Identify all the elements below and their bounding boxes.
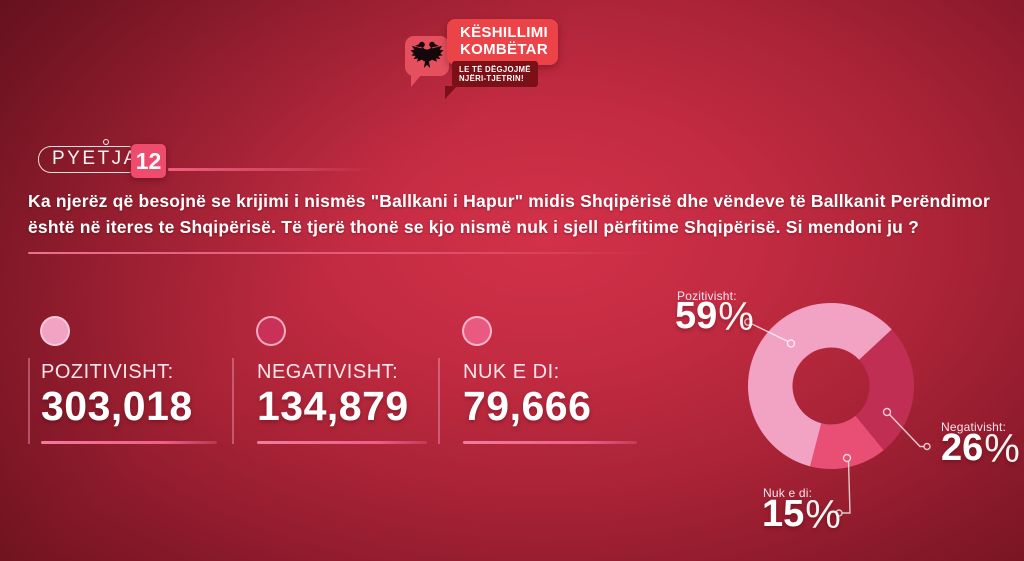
callout-dot-negativisht-slice [882, 407, 892, 417]
stat-block-pozitivisht: POZITIVISHT: 303,018 [28, 316, 217, 444]
eagle-bubble-tail [411, 74, 422, 87]
subtitle-badge-tail [445, 86, 457, 99]
stat-label: POZITIVISHT: [41, 361, 174, 383]
question-header-rule [168, 168, 374, 171]
percent-sign: % [718, 295, 754, 339]
stat-underline [463, 441, 637, 444]
donut-slices [748, 303, 914, 469]
legend-swatch-nuk-e-di [462, 316, 492, 346]
question-text: Ka njerëz që besojnë se krijimi i nismës… [28, 188, 1008, 240]
logo-subtitle-line1: LE TË DËGJOJMË [459, 65, 531, 74]
logo-subtitle-badge: LE TË DËGJOJMË NJËRI-TJETRIN! [452, 61, 538, 87]
chart-label-nuk-e-di: Nuk e di: [763, 486, 813, 500]
chart-value-negativisht: 26% [941, 427, 1020, 471]
logo-title-line1: KËSHILLIMI [460, 24, 548, 41]
question-number-badge: 12 [131, 144, 166, 178]
keshillimi-kombetar-logo: KËSHILLIMI KOMBËTAR LE TË DËGJOJMË NJËRI… [0, 0, 1024, 115]
callout-dot-nuk-e-di-slice [842, 453, 852, 463]
stat-block-nuk-e-di: NUK E DI: 79,666 [438, 316, 637, 444]
stat-underline [41, 441, 217, 444]
eagle-speech-bubble [405, 36, 449, 76]
chart-label-pozitivisht: Pozitivisht: [677, 289, 737, 303]
stat-label: NEGATIVISHT: [257, 361, 399, 383]
donut-chart [744, 303, 931, 517]
donut-slice-pozitivisht [748, 303, 892, 467]
donut-slice-negativisht [855, 329, 914, 451]
chart-value-pozitivisht: 59% [675, 295, 754, 339]
stat-value: 303,018 [41, 383, 193, 429]
donut-slice-nuk-e-di [810, 415, 884, 469]
albanian-eagle-icon [410, 41, 444, 69]
chart-label-negativisht: Negativisht: [941, 420, 1007, 434]
logo-title-bubble: KËSHILLIMI KOMBËTAR [447, 19, 558, 65]
callout-leader-lines [744, 318, 931, 517]
callout-dot-pozitivisht-slice [786, 339, 796, 348]
legend-swatch-pozitivisht [40, 316, 70, 346]
chart-value-nuk-e-di: 15% [762, 493, 841, 537]
stat-value: 134,879 [257, 383, 409, 429]
callout-dot-pozitivisht-label [744, 318, 752, 326]
callout-dot-nuk-e-di-label [835, 509, 843, 517]
logo-subtitle-line2: NJËRI-TJETRIN! [459, 74, 524, 83]
question-label: PYETJA [38, 146, 136, 173]
percent-sign: % [805, 493, 841, 537]
callout-dot-negativisht-label [923, 442, 931, 451]
question-text-line2: është në iteres te Shqipërisë. Të tjerë … [28, 217, 920, 237]
logo-title-line2: KOMBËTAR [460, 41, 548, 58]
question-label-ring-ornament [103, 139, 109, 145]
stat-value: 79,666 [463, 383, 592, 429]
section-divider [28, 252, 688, 254]
stat-underline [257, 441, 427, 444]
percent-sign: % [984, 427, 1020, 471]
stat-label: NUK E DI: [463, 361, 560, 383]
legend-swatch-negativisht [256, 316, 286, 346]
stat-block-negativisht: NEGATIVISHT: 134,879 [232, 316, 427, 444]
question-text-line1: Ka njerëz që besojnë se krijimi i nismës… [28, 191, 990, 211]
